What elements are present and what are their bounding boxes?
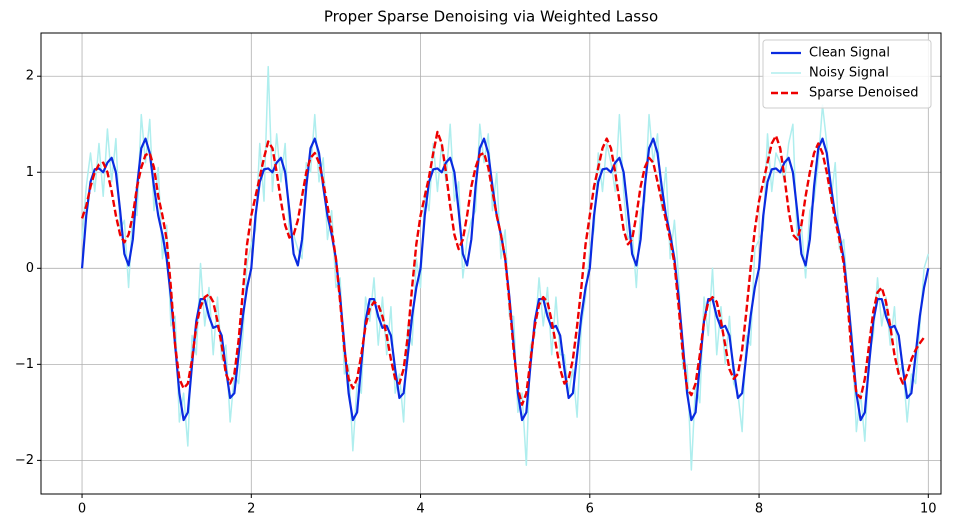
x-tick-label: 0	[78, 502, 86, 517]
x-tick-label: 4	[416, 502, 424, 517]
y-tick-label: 1	[26, 165, 34, 180]
legend-box	[762, 39, 932, 109]
chart-title: Proper Sparse Denoising via Weighted Las…	[324, 8, 658, 26]
legend-label: Sparse Denoised	[809, 86, 919, 101]
series-line	[80, 130, 926, 406]
series-line	[80, 137, 930, 422]
axes-frame	[40, 32, 942, 495]
x-tick-label: 6	[586, 502, 594, 517]
y-tick-label: 2	[26, 69, 34, 84]
legend: Clean Signal Noisy Signal Sparse Denoised	[762, 39, 932, 109]
y-tick-label: 0	[26, 261, 34, 276]
x-tick-label: 8	[755, 502, 763, 517]
legend-label: Clean Signal	[809, 46, 890, 61]
plot-area	[80, 65, 930, 471]
x-tick-label: 2	[247, 502, 255, 517]
y-tick-label: −2	[15, 453, 34, 468]
y-tick-label: −1	[15, 357, 34, 372]
x-tick-label: 10	[920, 502, 937, 517]
legend-label: Noisy Signal	[809, 66, 889, 81]
